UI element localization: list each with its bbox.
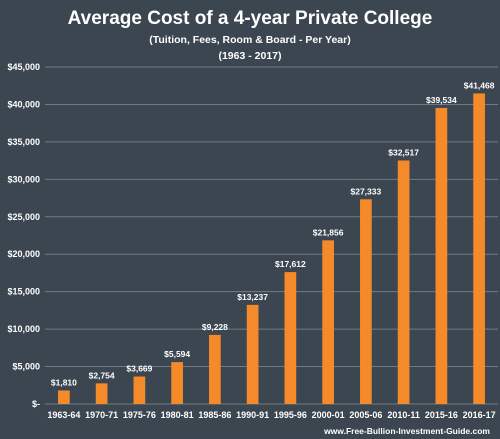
gridlines [45, 66, 498, 405]
x-tick-label: 1970-71 [85, 410, 118, 420]
x-tick-label: 1980-81 [161, 410, 194, 420]
y-tick-label: $20,000 [7, 249, 40, 259]
data-label: $41,468 [464, 80, 495, 90]
data-label: $2,754 [89, 370, 115, 380]
bar [473, 93, 485, 405]
bar [397, 160, 410, 404]
data-label: $21,856 [313, 227, 344, 237]
y-tick-label: $10,000 [7, 324, 40, 334]
source-credit: www.Free-Bullion-Investment-Guide.com [323, 426, 490, 436]
chart-date-range: (1963 - 2017) [218, 50, 281, 62]
bar [95, 383, 108, 404]
data-label: $39,534 [426, 95, 457, 105]
x-tick-label: 2005-06 [349, 410, 382, 420]
chart-subtitle: (Tuition, Fees, Room & Board - Per Year) [149, 34, 350, 46]
data-label: $5,594 [164, 349, 190, 359]
data-label: $27,333 [351, 186, 382, 196]
x-axis-tick-labels: 1963-64 1970-71 1975-76 1980-81 1985-86 1990-… [47, 410, 495, 420]
y-tick-label: $40,000 [7, 99, 40, 109]
y-tick-label: $30,000 [7, 174, 40, 184]
data-labels: $1,810 $2,754 $3,669 $5,594 $9,228 $13,237 $17… [51, 80, 495, 387]
y-tick-label: $- [32, 399, 40, 409]
data-label: $3,669 [126, 364, 152, 374]
bar [133, 376, 146, 404]
x-tick-label: 2010-11 [387, 410, 420, 420]
bar [322, 240, 334, 404]
bar [284, 272, 297, 404]
data-label: $17,612 [275, 259, 306, 269]
bars [58, 93, 485, 405]
y-tick-label: $45,000 [7, 62, 40, 72]
x-tick-label: 1963-64 [47, 410, 80, 420]
x-tick-label: 1975-76 [123, 410, 156, 420]
y-tick-label: $35,000 [7, 137, 40, 147]
x-tick-label: 2015-16 [425, 410, 458, 420]
chart-title: Average Cost of a 4-year Private College [68, 8, 433, 29]
bar [435, 107, 448, 404]
bar [246, 304, 259, 404]
x-tick-label: 1995-96 [274, 410, 307, 420]
data-label: $1,810 [51, 377, 77, 387]
bar [360, 199, 372, 404]
y-tick-label: $15,000 [7, 287, 40, 297]
x-tick-label: 1990-91 [236, 410, 269, 420]
x-tick-label: 1985-86 [198, 410, 231, 420]
data-label: $13,237 [237, 292, 268, 302]
y-tick-label: $5,000 [12, 362, 40, 372]
x-tick-label: 2016-17 [463, 410, 496, 420]
data-label: $9,228 [202, 322, 228, 332]
data-label: $32,517 [388, 147, 419, 157]
bar [209, 334, 221, 404]
bar [58, 390, 70, 404]
x-tick-label: 2000-01 [312, 410, 345, 420]
y-axis-tick-labels: $- $5,000 $10,000 $15,000 $20,000 $25,000 $30,… [7, 62, 40, 409]
bar [171, 362, 183, 404]
y-tick-label: $25,000 [7, 212, 40, 222]
